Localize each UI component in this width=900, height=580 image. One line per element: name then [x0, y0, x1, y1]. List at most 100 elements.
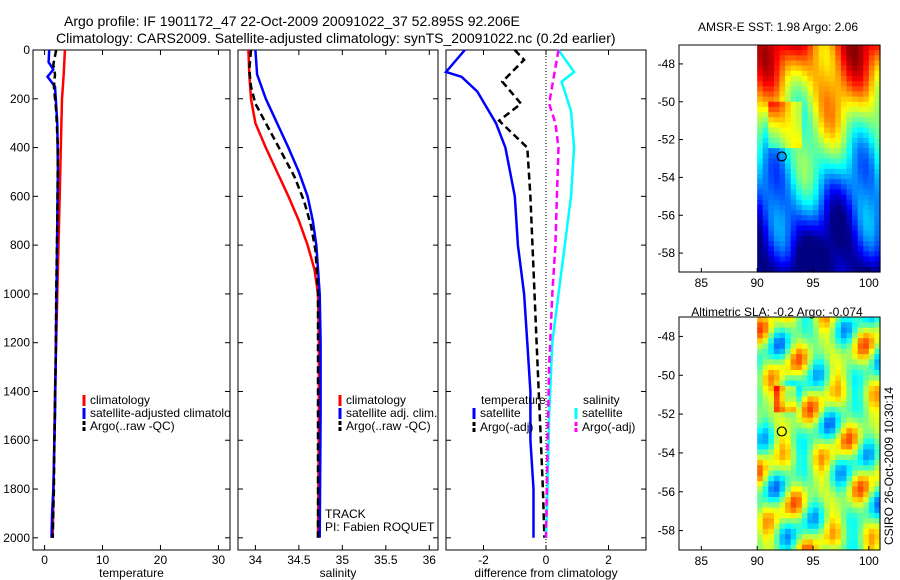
sla-cell	[835, 539, 842, 546]
sst-cell	[857, 241, 864, 247]
sst-cell	[779, 148, 786, 154]
sst-cell	[757, 179, 764, 185]
sst-cell	[840, 266, 848, 273]
sst-cell	[863, 210, 870, 216]
sla-cell	[779, 364, 786, 371]
sst-cell	[757, 235, 764, 242]
sst-cell	[824, 132, 831, 139]
sla-axes-box	[678, 316, 881, 551]
sla-cell	[857, 348, 864, 355]
sla-cell	[773, 317, 781, 323]
sst-cell	[757, 132, 764, 139]
sla-cell	[840, 497, 848, 503]
sst-cell	[824, 241, 831, 247]
sst-cell	[835, 210, 842, 216]
sst-cell	[779, 251, 786, 258]
sst-cell	[829, 112, 836, 118]
sla-cell	[813, 332, 820, 339]
sla-cell	[785, 396, 792, 403]
sst-cell	[796, 65, 803, 72]
sst-cell	[852, 81, 859, 87]
sla-cell	[835, 544, 842, 551]
salinity-series-satellite-adj-clim-	[254, 49, 322, 538]
sla-cell	[801, 380, 809, 387]
sla-cell	[773, 433, 781, 440]
sla-cell	[785, 359, 792, 366]
sla-cell	[840, 481, 848, 488]
sst-cell	[846, 153, 853, 160]
sst-cell	[796, 189, 803, 196]
sst-xtick-label: 90	[750, 276, 764, 290]
sla-cell	[868, 454, 876, 461]
sla-cell	[813, 475, 820, 482]
sla-cell	[768, 375, 775, 382]
sla-cell	[801, 417, 809, 424]
sla-cell	[840, 486, 848, 493]
sst-cell	[863, 179, 870, 185]
sst-cell	[768, 81, 775, 87]
sla-cell	[813, 412, 820, 419]
sst-cell	[807, 251, 814, 258]
sst-cell	[846, 189, 853, 196]
sst-cell	[874, 266, 881, 273]
sst-cell	[757, 148, 764, 154]
sla-cell	[863, 338, 870, 345]
sla-cell	[846, 364, 853, 371]
sst-cell	[813, 122, 820, 129]
sla-cell	[785, 465, 792, 472]
sla-cell	[757, 327, 764, 334]
sla-cell	[779, 465, 786, 472]
sst-cell	[829, 70, 836, 77]
sla-cell	[824, 465, 831, 472]
sla-cell	[835, 523, 842, 530]
sst-cell	[813, 204, 820, 211]
sla-cell	[840, 332, 848, 339]
sla-cell	[829, 470, 836, 477]
sla-cell	[857, 428, 864, 435]
sst-cell	[846, 91, 853, 98]
sst-cell	[824, 117, 831, 123]
sla-cell	[757, 364, 764, 371]
sla-cell	[790, 539, 797, 546]
sla-cell	[773, 449, 781, 456]
sst-cell	[785, 163, 792, 170]
sla-cell	[790, 343, 797, 350]
sst-cell	[852, 86, 859, 93]
sla-cell	[813, 401, 820, 408]
sla-cell	[852, 481, 859, 488]
difference-series-temperature-argo-adj-	[497, 49, 546, 538]
sst-cell	[785, 199, 792, 206]
sst-cell	[785, 127, 792, 134]
sla-cell	[863, 444, 870, 450]
sla-cell	[835, 470, 842, 477]
sst-cell	[818, 50, 825, 56]
sst-cell	[813, 70, 820, 77]
sst-cell	[868, 60, 876, 67]
sla-cell	[785, 444, 792, 450]
sla-cell	[762, 317, 769, 323]
sst-cell	[846, 163, 853, 170]
sst-cell	[857, 168, 864, 175]
sla-xtick-label: 90	[750, 554, 764, 568]
sst-cell	[835, 132, 842, 139]
sla-cell	[762, 444, 769, 450]
sst-cell	[790, 132, 797, 139]
sla-cell	[857, 507, 864, 514]
sla-cell	[818, 523, 825, 530]
sst-cell	[773, 225, 781, 232]
sst-cell	[796, 91, 803, 98]
sst-cell	[807, 204, 814, 211]
sla-cell	[874, 428, 881, 435]
sst-cell	[779, 112, 786, 118]
sla-cell	[801, 523, 809, 530]
sla-cell	[801, 354, 809, 360]
sst-cell	[846, 173, 853, 180]
sla-cell	[840, 449, 848, 456]
sla-cell	[874, 369, 881, 376]
sst-cell	[785, 137, 792, 144]
sst-cell	[757, 256, 764, 263]
sla-cell	[852, 401, 859, 408]
sla-cell	[801, 433, 809, 440]
sla-cell	[813, 454, 820, 461]
